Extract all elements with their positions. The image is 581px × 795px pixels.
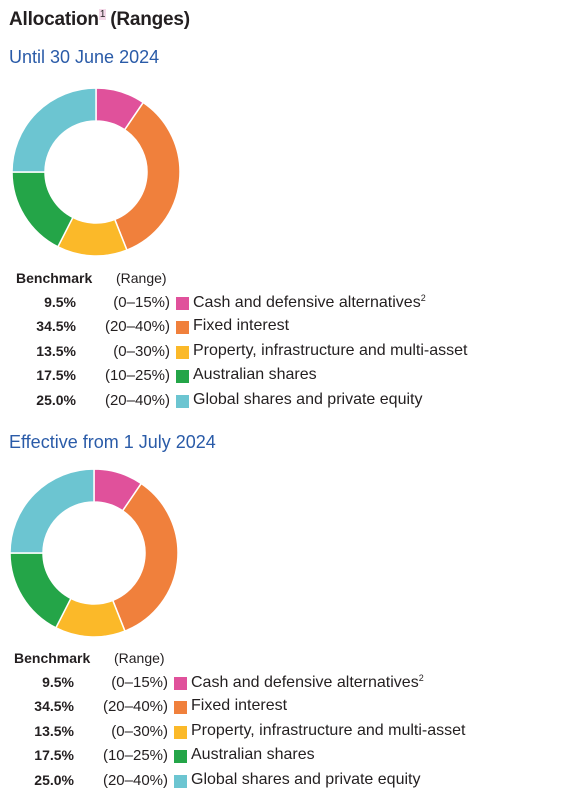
legend-label-text: Fixed interest — [191, 697, 288, 715]
legend-swatch-fixed — [176, 321, 189, 335]
legend-label: Fixed interest — [191, 697, 287, 715]
donut-slice-fixed-interest — [113, 101, 181, 252]
legend-label: Cash and defensive alternatives2 — [191, 673, 424, 692]
range-value: (0–15%) — [113, 294, 170, 311]
legend-header-range: (Range) — [114, 650, 165, 666]
section-title-effective: Effective from 1 July 2024 — [9, 432, 216, 452]
legend-row-property-infrastructure-and-multi-asset: 13.5% (0–30%) Property, infrastructure and… — [16, 341, 536, 365]
legend-row-cash-and-defensive-alternatives: 9.5% (0–15%) Cash and defensive alternativ… — [14, 672, 534, 696]
benchmark-value: 17.5% — [36, 367, 76, 384]
range-value: (20–40%) — [104, 391, 170, 409]
legend-label-text: Cash and defensive alternatives — [191, 674, 419, 691]
legend-row-cash-and-defensive-alternatives: 9.5% (0–15%) Cash and defensive alternativ… — [16, 292, 536, 316]
legend-row-fixed-interest: 34.5% (20–40%) Fixed interest — [14, 696, 534, 720]
title-text: Allocation — [9, 9, 99, 30]
donut-chart-until — [11, 87, 181, 257]
legend-label: Global shares and private equity — [193, 391, 422, 409]
legend-swatch-global — [174, 774, 187, 788]
legend-label-text: Australian shares — [193, 366, 317, 384]
range-value: (0–30%) — [113, 342, 170, 360]
legend-until: Benchmark (Range) 9.5% (0–15%) Cash and de… — [16, 270, 536, 414]
range-value: (10–25%) — [102, 747, 168, 765]
benchmark-value: 25.0% — [36, 391, 76, 408]
legend-label-text: Global shares and private equity — [193, 390, 423, 408]
legend-row-global-shares-and-private-equity: 25.0% (20–40%) Global shares and private e… — [16, 390, 536, 414]
legend-label-text: Property, infrastructure and multi-asset — [191, 721, 466, 739]
legend-label: Australian shares — [193, 366, 317, 384]
legend-footnote: 2 — [420, 293, 426, 303]
donut-slice-global-shares-and-private-equity — [9, 468, 95, 554]
legend-row-global-shares-and-private-equity: 25.0% (20–40%) Global shares and private e… — [14, 770, 534, 794]
donut-slice-fixed-interest — [111, 482, 179, 633]
title-footnote: 1 — [98, 9, 107, 20]
legend-footnote: 2 — [418, 673, 424, 683]
donut-slice-australian-shares — [11, 171, 74, 248]
legend-label-text: Property, infrastructure and multi-asset — [193, 341, 468, 359]
legend-label: Property, infrastructure and multi-asset — [191, 722, 465, 740]
legend-header-range: (Range) — [116, 270, 167, 286]
legend-effective: Benchmark (Range) 9.5% (0–15%) Cash and de… — [14, 650, 534, 794]
legend-swatch-cash — [174, 677, 187, 690]
benchmark-value: 34.5% — [36, 318, 76, 335]
legend-swatch-fixed — [174, 701, 187, 715]
legend-label-text: Cash and defensive alternatives — [193, 294, 421, 311]
range-value: (10–25%) — [104, 367, 170, 385]
legend-label: Fixed interest — [193, 317, 289, 335]
legend-label: Property, infrastructure and multi-asset — [193, 342, 467, 360]
legend-swatch-property — [176, 345, 189, 359]
benchmark-value: 34.5% — [34, 698, 74, 715]
legend-row-property-infrastructure-and-multi-asset: 13.5% (0–30%) Property, infrastructure and… — [14, 721, 534, 745]
legend-label: Australian shares — [191, 746, 315, 764]
benchmark-value: 13.5% — [34, 722, 74, 739]
range-value: (20–40%) — [102, 698, 168, 716]
benchmark-value: 9.5% — [42, 674, 74, 690]
donut-slice-global-shares-and-private-equity — [11, 87, 97, 173]
legend-label: Cash and defensive alternatives2 — [193, 293, 426, 312]
legend-label: Global shares and private equity — [191, 771, 420, 789]
legend-swatch-australian — [174, 750, 187, 764]
range-value: (0–30%) — [111, 722, 168, 740]
legend-header-benchmark: Benchmark — [14, 650, 91, 666]
legend-swatch-australian — [176, 370, 189, 384]
legend-swatch-cash — [176, 297, 189, 310]
section-title-until: Until 30 June 2024 — [9, 47, 160, 67]
legend-row-australian-shares: 17.5% (10–25%) Australian shares — [16, 365, 536, 389]
legend-row-fixed-interest: 34.5% (20–40%) Fixed interest — [16, 316, 536, 340]
donut-slice-australian-shares — [9, 552, 72, 629]
range-value: (20–40%) — [104, 318, 170, 336]
title-suffix: (Ranges) — [110, 9, 190, 30]
page-title: Allocation1 (Ranges) — [9, 9, 190, 31]
legend-label-text: Fixed interest — [193, 317, 290, 335]
range-value: (0–15%) — [111, 674, 168, 691]
legend-swatch-property — [174, 725, 187, 739]
benchmark-value: 9.5% — [44, 294, 76, 310]
donut-chart-effective — [9, 468, 179, 638]
range-value: (20–40%) — [102, 771, 168, 789]
legend-label-text: Global shares and private equity — [191, 770, 421, 788]
legend-swatch-global — [176, 394, 189, 408]
legend-header-benchmark: Benchmark — [16, 270, 93, 286]
legend-label-text: Australian shares — [191, 746, 315, 764]
benchmark-value: 25.0% — [34, 771, 74, 788]
benchmark-value: 13.5% — [36, 342, 76, 359]
benchmark-value: 17.5% — [34, 747, 74, 764]
legend-row-australian-shares: 17.5% (10–25%) Australian shares — [14, 745, 534, 769]
